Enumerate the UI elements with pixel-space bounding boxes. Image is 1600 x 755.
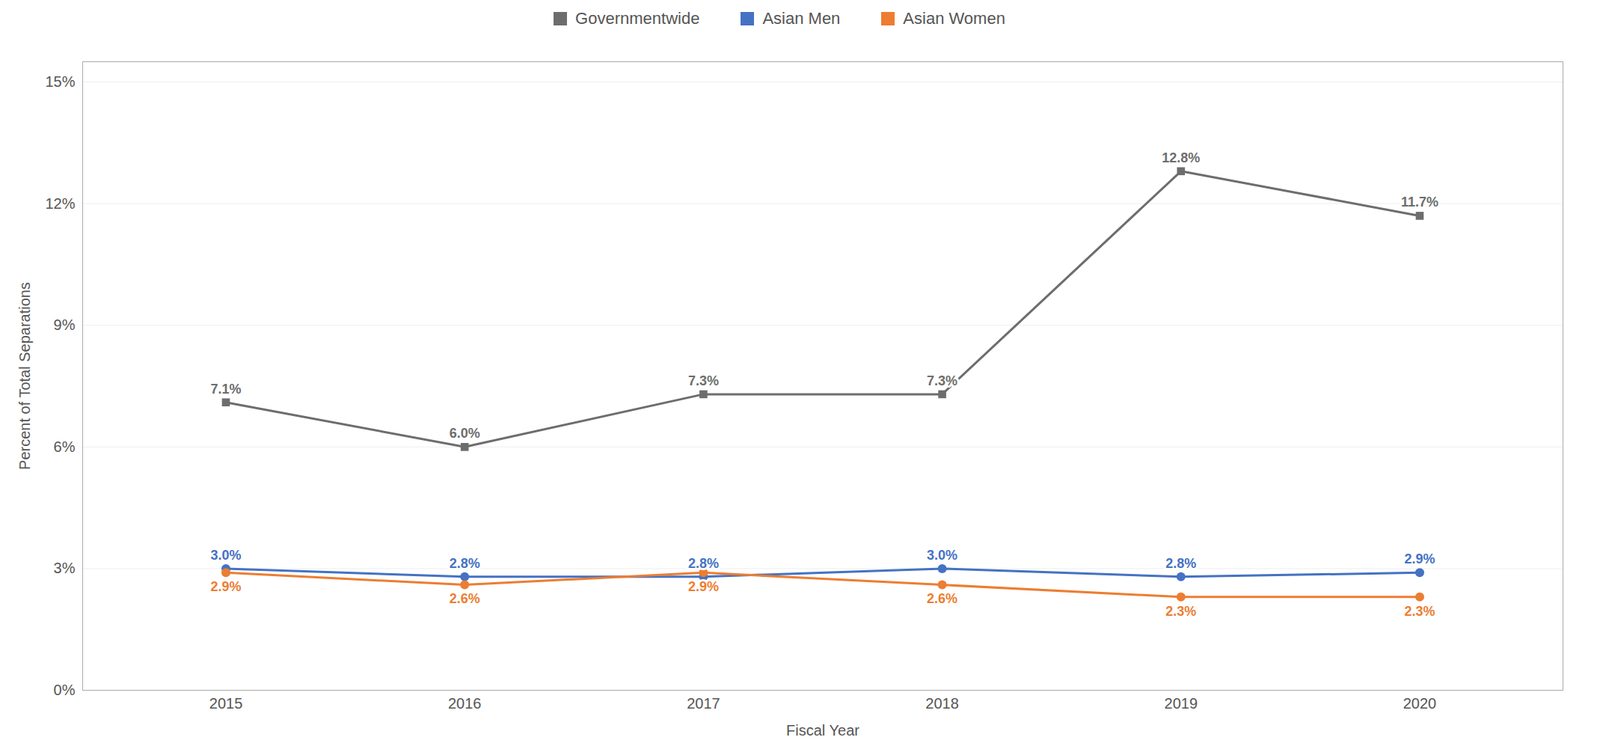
svg-text:3%: 3% [53, 559, 76, 576]
svg-text:2.6%: 2.6% [926, 590, 958, 606]
svg-text:7.3%: 7.3% [688, 373, 719, 389]
svg-text:Fiscal Year: Fiscal Year [786, 721, 860, 739]
svg-text:2.9%: 2.9% [210, 578, 242, 594]
svg-text:11.7%: 11.7% [1401, 194, 1439, 210]
svg-text:2.9%: 2.9% [688, 578, 719, 594]
svg-text:7.1%: 7.1% [210, 381, 242, 397]
svg-text:7.3%: 7.3% [926, 373, 958, 389]
svg-text:2.8%: 2.8% [1165, 555, 1197, 571]
svg-text:0%: 0% [53, 681, 76, 698]
svg-text:2.8%: 2.8% [688, 555, 719, 571]
svg-text:12.8%: 12.8% [1161, 150, 1200, 166]
svg-text:15%: 15% [44, 73, 75, 90]
svg-text:3.0%: 3.0% [210, 547, 242, 563]
svg-text:12%: 12% [44, 195, 75, 212]
svg-text:6%: 6% [53, 438, 76, 455]
html-text:Governmentwide: Governmentwide [575, 8, 700, 28]
svg-text:2.6%: 2.6% [449, 590, 481, 606]
svg-text:2.3%: 2.3% [1165, 603, 1197, 619]
svg-text:2.9%: 2.9% [1404, 551, 1435, 567]
svg-text:2019: 2019 [1164, 694, 1199, 712]
svg-text:Percent of Total Separations: Percent of Total Separations [16, 282, 33, 470]
svg-text:3.0%: 3.0% [926, 547, 958, 563]
svg-text:2015: 2015 [209, 694, 244, 712]
svg-text:2016: 2016 [448, 694, 482, 712]
svg-text:2017: 2017 [686, 694, 721, 712]
html-text:Asian Men: Asian Men [762, 8, 841, 28]
svg-text:2020: 2020 [1403, 694, 1437, 712]
svg-text:2.3%: 2.3% [1404, 603, 1435, 619]
svg-text:2018: 2018 [925, 694, 959, 712]
svg-text:2.8%: 2.8% [449, 555, 481, 571]
html-text:Asian Women: Asian Women [903, 8, 1006, 28]
svg-text:9%: 9% [53, 316, 76, 333]
svg-text:6.0%: 6.0% [449, 425, 481, 441]
